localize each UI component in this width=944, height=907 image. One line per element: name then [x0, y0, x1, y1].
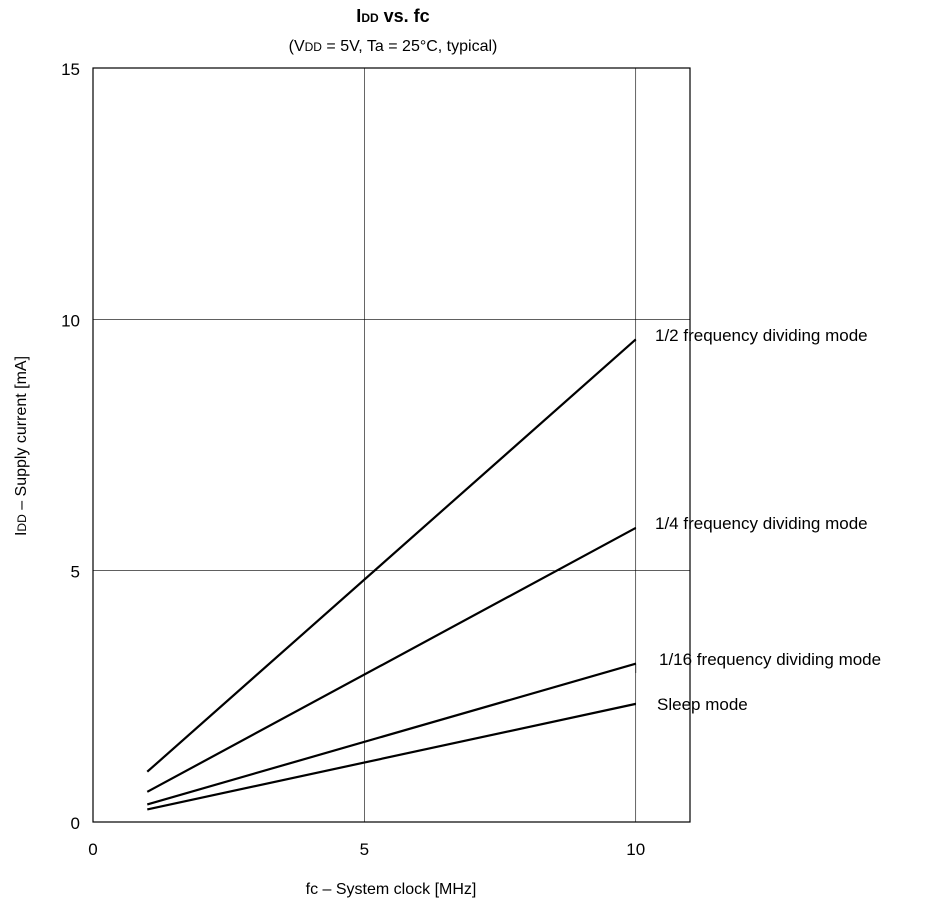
- tick-labels: 0 5 10 0 5 10 15: [61, 60, 645, 859]
- plot-frame: [92, 67, 691, 823]
- x-tick-label: 5: [360, 840, 369, 859]
- series-line: [146, 526, 637, 793]
- x-tick-label: 0: [88, 840, 97, 859]
- series-line: [146, 338, 637, 773]
- x-tick-label: 10: [626, 840, 645, 859]
- series-labels: 1/2 frequency dividing mode 1/4 frequency…: [635, 326, 881, 714]
- y-tick-label: 10: [61, 311, 80, 330]
- y-axis-label: IDD – Supply current [mA]: [13, 356, 30, 536]
- y-tick-label: 0: [71, 814, 80, 833]
- chart-subtitle: (VDD = 5V, Ta = 25°C, typical): [289, 38, 498, 55]
- series-line: [146, 662, 637, 806]
- series-label: Sleep mode: [657, 695, 748, 714]
- y-tick-label: 5: [71, 563, 80, 582]
- chart-title: IDD vs. fc: [356, 6, 429, 26]
- series-label: 1/2 frequency dividing mode: [655, 326, 868, 345]
- x-axis-label: fc – System clock [MHz]: [306, 881, 477, 898]
- series-label: 1/4 frequency dividing mode: [655, 514, 868, 533]
- series-lines: [146, 338, 637, 811]
- series-line: [147, 702, 636, 811]
- y-tick-label: 15: [61, 60, 80, 79]
- grid: [93, 68, 690, 822]
- series-label: 1/16 frequency dividing mode: [659, 650, 881, 669]
